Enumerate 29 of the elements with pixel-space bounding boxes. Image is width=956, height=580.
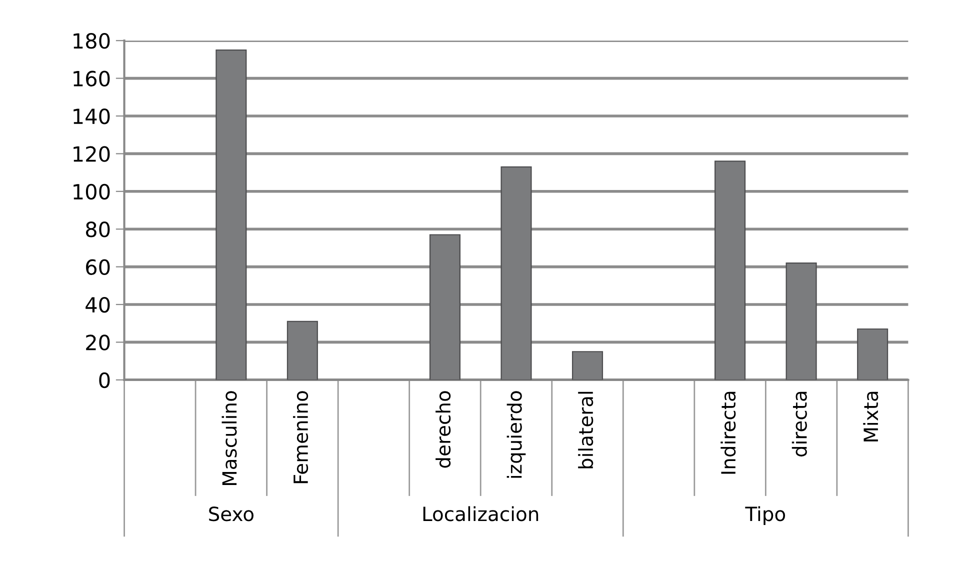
y-tick-label: 100 [74, 184, 110, 200]
y-tick-label: 40 [86, 296, 110, 313]
y-tick-label: 180 [74, 33, 110, 49]
y-tick-label: 160 [74, 70, 110, 87]
text: Tipo [745, 506, 786, 526]
x-tick-label: Indirecta [720, 392, 736, 474]
bar [286, 320, 318, 380]
bar [572, 351, 604, 380]
bar [857, 328, 888, 380]
bar [714, 160, 746, 380]
text: Localizacion [423, 506, 538, 522]
y-tick-label: 20 [86, 334, 110, 350]
y-tick-label: 140 [74, 108, 110, 124]
x-tick-label: Mixta [863, 392, 878, 442]
bar [786, 262, 817, 380]
bar [500, 166, 532, 380]
x-tick-label: izquierdo [506, 391, 526, 478]
x-tick-label: directa [792, 392, 807, 457]
x-tick-label: bilateral [578, 392, 594, 468]
x-tick-label: derecho [436, 391, 451, 468]
y-tick-label: 0 [99, 372, 110, 388]
y-tick-label: 80 [86, 222, 110, 238]
bar [429, 234, 460, 380]
text: Sexo [209, 506, 254, 522]
bar [216, 49, 247, 380]
x-tick-label: Femenino [293, 391, 308, 484]
y-tick-label: 120 [74, 146, 110, 162]
x-tick-label: Masculino [222, 391, 237, 486]
y-tick-label: 60 [86, 259, 110, 276]
